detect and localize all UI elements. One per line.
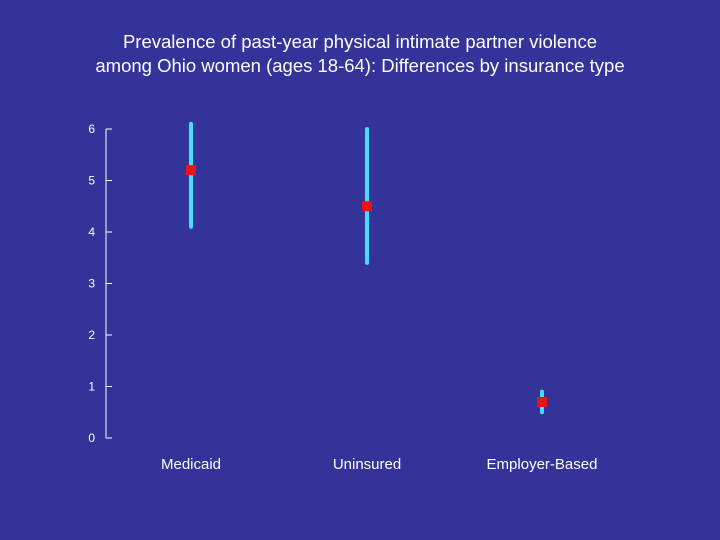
y-tick-label-2: 2 — [88, 328, 95, 342]
y-axis: 0 1 2 3 4 5 6 — [88, 122, 112, 445]
y-tick-label-5: 5 — [88, 174, 95, 188]
category-label-2: Employer-Based — [487, 456, 598, 473]
y-tick-label-1: 1 — [88, 380, 95, 394]
chart-title: Prevalence of past-year physical intimat… — [40, 30, 680, 78]
y-tick-label-0: 0 — [88, 431, 95, 445]
category-label-1: Uninsured — [333, 456, 401, 473]
x-axis-labels: Medicaid Uninsured Employer-Based — [161, 456, 597, 473]
data-points — [186, 165, 547, 407]
point-0 — [186, 165, 196, 176]
chart-title-line-1: Prevalence of past-year physical intimat… — [122, 31, 598, 52]
error-bars — [189, 121, 544, 415]
category-label-0: Medicaid — [161, 456, 221, 473]
y-tick-label-4: 4 — [88, 225, 95, 239]
point-1 — [362, 201, 372, 212]
chart-title-line-2: among Ohio women (ages 18-64): Differenc… — [95, 55, 625, 76]
point-2 — [537, 396, 547, 407]
y-tick-label-6: 6 — [88, 122, 95, 136]
y-tick-label-3: 3 — [88, 277, 95, 291]
